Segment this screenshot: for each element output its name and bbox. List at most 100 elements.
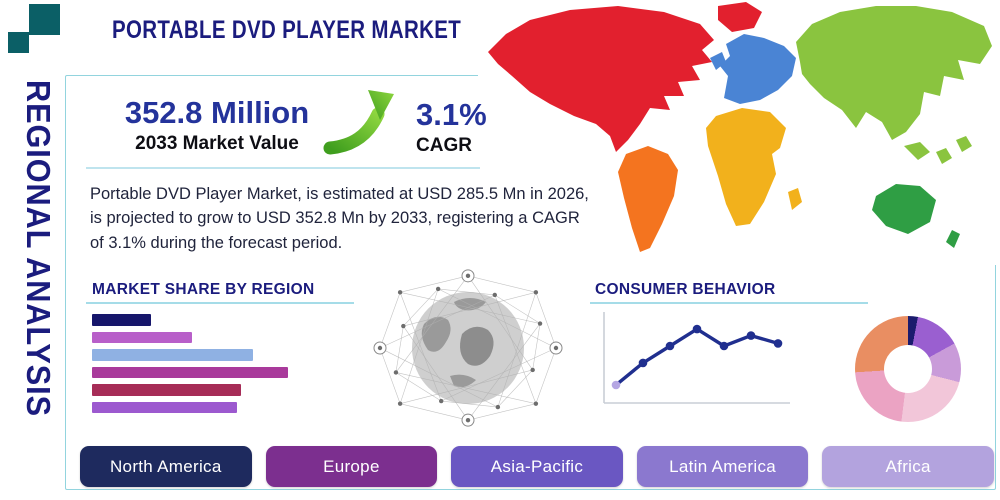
stat-market-value: 352.8 Million 2033 Market Value bbox=[92, 95, 342, 155]
network-line bbox=[467, 275, 533, 371]
map-region-south-america bbox=[618, 146, 678, 252]
network-node bbox=[553, 345, 559, 351]
map-region-madagascar bbox=[788, 188, 802, 210]
line-point-7 bbox=[773, 339, 783, 348]
map-region-europe bbox=[720, 34, 796, 104]
network-line bbox=[379, 294, 495, 349]
network-node bbox=[377, 345, 383, 351]
stats-divider-line bbox=[86, 167, 480, 169]
stat-cagr: 3.1% CAGR bbox=[416, 97, 516, 157]
section-title-consumer-behavior: CONSUMER BEHAVIOR bbox=[595, 281, 776, 298]
map-region-se-asia-islands bbox=[904, 136, 972, 164]
world-map bbox=[478, 0, 1000, 265]
network-node bbox=[401, 323, 406, 329]
bar-4 bbox=[92, 366, 288, 378]
line-point-1 bbox=[611, 380, 621, 390]
network-line bbox=[400, 369, 533, 404]
network-line bbox=[441, 347, 557, 402]
consumer-behavior-line-svg bbox=[603, 312, 790, 404]
network-line bbox=[403, 288, 439, 327]
consumer-behavior-underline bbox=[590, 302, 868, 304]
network-line bbox=[438, 288, 495, 296]
network-line bbox=[467, 275, 536, 293]
bar-3 bbox=[92, 349, 253, 361]
bar-6 bbox=[92, 401, 238, 413]
network-line bbox=[403, 292, 536, 327]
market-description: Portable DVD Player Market, is estimated… bbox=[90, 185, 589, 252]
network-line bbox=[399, 292, 442, 402]
globe-network-graphic bbox=[366, 264, 572, 436]
region-buttons: North America Europe Asia-Pacific Latin Ame… bbox=[80, 446, 994, 487]
network-node bbox=[439, 398, 444, 404]
network-line bbox=[379, 347, 401, 404]
network-node bbox=[397, 290, 403, 295]
map-region-africa bbox=[706, 108, 786, 226]
network-line bbox=[532, 323, 541, 371]
network-node bbox=[465, 417, 471, 423]
globe-landmass bbox=[460, 326, 494, 366]
cagr-label: CAGR bbox=[416, 135, 472, 157]
network-node bbox=[435, 286, 441, 292]
network-line bbox=[467, 403, 536, 421]
network-line bbox=[395, 372, 442, 402]
page-title: PORTABLE DVD PLAYER MARKET bbox=[112, 16, 462, 44]
map-region-new-zealand bbox=[946, 230, 960, 248]
section-title-market-share: MARKET SHARE BY REGION bbox=[92, 281, 315, 298]
growth-arrow-icon bbox=[323, 90, 394, 155]
network-node bbox=[533, 401, 539, 406]
market-share-underline bbox=[86, 302, 354, 304]
network-line bbox=[441, 400, 498, 408]
network-line bbox=[400, 403, 469, 421]
network-line bbox=[497, 292, 537, 408]
network-line bbox=[535, 292, 557, 349]
line-point-3 bbox=[665, 341, 675, 351]
donut-hole bbox=[884, 345, 932, 393]
network-line bbox=[497, 369, 533, 408]
globe-network-svg bbox=[373, 269, 563, 427]
map-region-greenland bbox=[718, 2, 762, 32]
market-value-label: 2033 Market Value bbox=[135, 133, 299, 155]
network-line bbox=[399, 288, 439, 404]
region-button-europe[interactable]: Europe bbox=[265, 446, 438, 487]
network-node bbox=[530, 367, 535, 373]
network-line bbox=[395, 325, 404, 373]
network-line bbox=[395, 372, 536, 404]
network-node bbox=[465, 273, 471, 279]
consumer-behavior-chart bbox=[598, 310, 794, 412]
bar-1 bbox=[92, 314, 151, 326]
market-share-bar-chart bbox=[92, 314, 288, 424]
map-region-uk bbox=[710, 52, 726, 70]
network-node bbox=[397, 401, 403, 406]
network-line bbox=[400, 292, 541, 324]
map-region-north-america bbox=[488, 6, 714, 152]
network-line bbox=[467, 323, 541, 421]
bar-5 bbox=[92, 384, 241, 396]
line-point-4 bbox=[692, 324, 702, 334]
cagr-number: 3.1% bbox=[416, 97, 487, 132]
network-node bbox=[393, 370, 399, 375]
network-line bbox=[403, 325, 469, 421]
network-line bbox=[494, 294, 541, 324]
map-region-asia bbox=[796, 6, 992, 140]
region-button-latin-america[interactable]: Latin America bbox=[636, 446, 809, 487]
decor-square-large bbox=[29, 4, 60, 35]
globe-landmass bbox=[450, 374, 476, 388]
network-line bbox=[494, 294, 537, 404]
network-line bbox=[400, 275, 469, 293]
network-node bbox=[492, 292, 497, 298]
region-button-africa[interactable]: Africa bbox=[822, 446, 994, 487]
market-value-number: 352.8 Million bbox=[124, 95, 310, 130]
network-line bbox=[379, 292, 401, 349]
line-point-6 bbox=[746, 331, 756, 340]
region-button-asia-pacific[interactable]: Asia-Pacific bbox=[451, 446, 623, 487]
region-button-north-america[interactable]: North America bbox=[80, 446, 252, 487]
network-node bbox=[495, 404, 501, 410]
network-line bbox=[535, 347, 557, 404]
line-point-2 bbox=[638, 358, 648, 368]
map-region-australia bbox=[872, 184, 936, 234]
network-node bbox=[533, 290, 539, 295]
decor-square-small bbox=[8, 32, 29, 53]
side-label-regional-analysis: REGIONAL ANALYSIS bbox=[20, 80, 57, 417]
regional-donut-chart bbox=[855, 316, 961, 422]
